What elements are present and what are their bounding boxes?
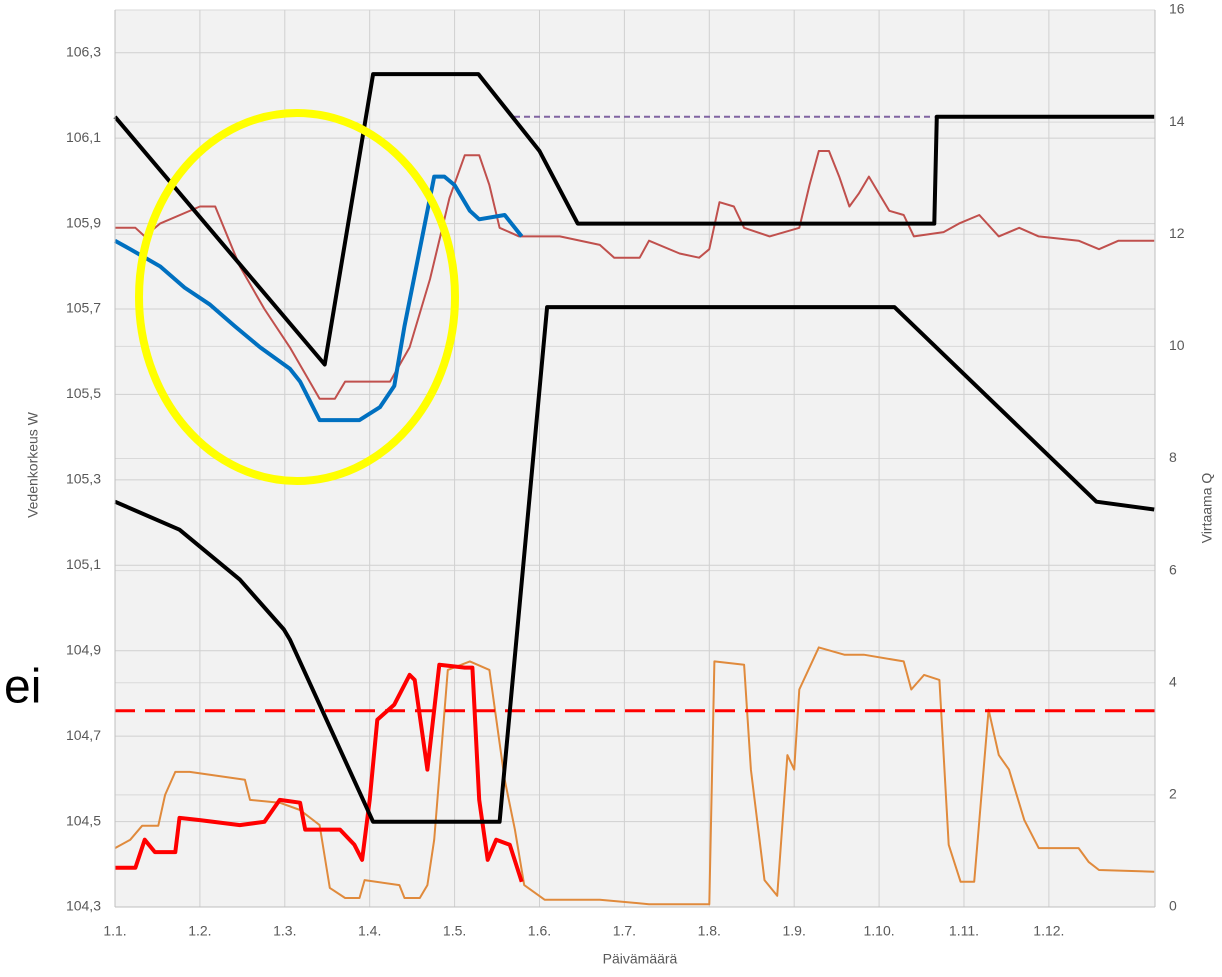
y-tick-label: 104,5	[66, 812, 101, 828]
y2-tick-label: 4	[1169, 673, 1177, 689]
x-tick-label: 1.10.	[864, 923, 895, 939]
series-line	[114, 174, 524, 423]
y2-tick-label: 16	[1169, 1, 1185, 17]
x-tick-label: 1.1.	[103, 923, 126, 939]
x-axis-title: Päivämäärä	[603, 951, 678, 967]
x-tick-label: 1.7.	[613, 923, 636, 939]
grid	[114, 9, 1155, 908]
y2-tick-label: 0	[1169, 898, 1177, 914]
x-tick-label: 1.2.	[188, 923, 211, 939]
y-tick-label: 104,3	[66, 898, 101, 914]
x-tick-label: 1.9.	[783, 923, 806, 939]
series-line	[114, 646, 1155, 906]
y2-tick-label: 14	[1169, 113, 1185, 129]
x-tick-label: 1.8.	[698, 923, 721, 939]
y-tick-label: 105,5	[66, 385, 101, 401]
y-tick-label: 104,7	[66, 727, 101, 743]
y-tick-label: 106,3	[66, 43, 101, 59]
series-line	[113, 72, 1155, 367]
y-axis-title: Vedenkorkeus W	[25, 411, 41, 518]
y-tick-label: 105,7	[66, 300, 101, 316]
y-tick-label: 105,1	[66, 556, 101, 572]
y-tick-label: 106,1	[66, 129, 101, 145]
y2-tick-label: 8	[1169, 449, 1177, 465]
y2-tick-label: 12	[1169, 225, 1185, 241]
y2-tick-label: 10	[1169, 337, 1185, 353]
y-tick-label: 105,9	[66, 214, 101, 230]
y2-tick-label: 6	[1169, 561, 1177, 577]
highlight-ellipse	[135, 109, 459, 485]
x-tick-label: 1.3.	[273, 923, 296, 939]
x-tick-label: 1.5.	[443, 923, 466, 939]
series-line	[115, 662, 524, 883]
x-tick-label: 1.11.	[949, 923, 979, 939]
series-line	[115, 150, 1155, 400]
y2-axis-title: Virtaama Q	[1199, 473, 1215, 544]
lines	[113, 72, 1155, 906]
x-tick-label: 1.4.	[358, 923, 381, 939]
annotation: ei	[4, 661, 41, 714]
x-tick-label: 1.6.	[528, 923, 551, 939]
y-tick-label: 104,9	[66, 641, 101, 657]
y-tick-label: 105,3	[66, 471, 101, 487]
y2-tick-label: 2	[1169, 786, 1177, 802]
x-tick-label: 1.12.	[1033, 923, 1064, 939]
series-line	[114, 305, 1155, 824]
